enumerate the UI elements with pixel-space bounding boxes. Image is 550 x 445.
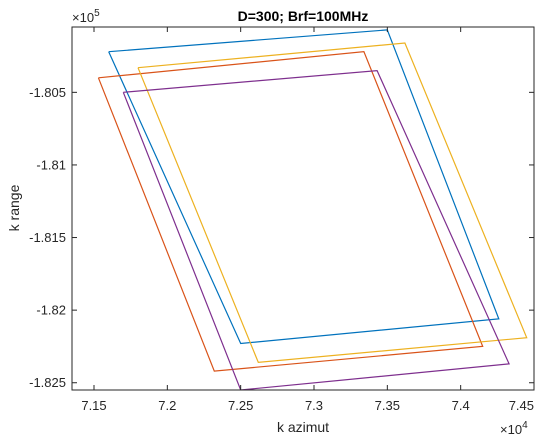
axes-box [71, 26, 535, 391]
y-tick-label: -1.805 [29, 85, 66, 100]
x-axis-ticks: 7.15 7.2 7.25 7.3 7.35 7.4 7.45 [81, 27, 535, 413]
y-tick-label: -1.815 [29, 230, 66, 245]
chart-title: D=300; Brf=100MHz [238, 8, 369, 24]
x-tick-label: 7.2 [158, 398, 176, 413]
series-group [97, 29, 528, 390]
y-axis-ticks: -1.805 -1.81 -1.815 -1.82 -1.825 [29, 85, 534, 390]
x-tick-label: 7.45 [509, 398, 534, 413]
x-exponent-label: ×104 [500, 420, 528, 437]
y-axis-label: k range [6, 184, 22, 231]
y-exponent-base: ×10 [72, 10, 94, 25]
x-exponent-power: 4 [522, 420, 528, 431]
x-tick-label: 7.4 [452, 398, 470, 413]
x-axis-label: k azimut [277, 419, 329, 435]
x-tick-label: 7.3 [305, 398, 323, 413]
x-exponent-base: ×10 [500, 422, 522, 437]
x-tick-label: 7.35 [375, 398, 400, 413]
x-tick-label: 7.15 [81, 398, 106, 413]
y-tick-label: -1.82 [36, 303, 66, 318]
y-exponent-label: ×105 [72, 8, 100, 25]
y-tick-label: -1.81 [36, 157, 66, 172]
x-tick-label: 7.25 [228, 398, 253, 413]
series-line-1 [108, 29, 500, 345]
series-line-4 [122, 69, 510, 390]
series-line-2 [97, 51, 484, 372]
y-exponent-power: 5 [94, 8, 100, 19]
y-tick-label: -1.825 [29, 375, 66, 390]
series-line-3 [137, 42, 528, 364]
plot-area [72, 27, 534, 390]
